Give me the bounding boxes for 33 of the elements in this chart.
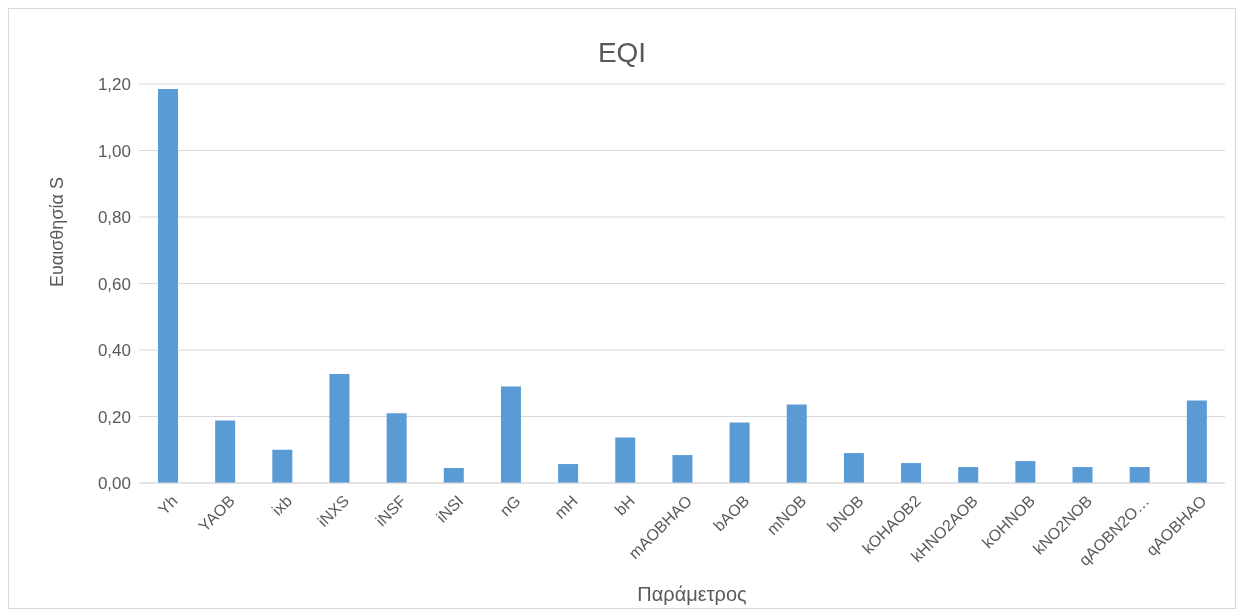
bar — [786, 404, 807, 483]
bar — [843, 453, 864, 483]
y-tick-label: 0,20 — [97, 407, 131, 427]
bar — [329, 373, 350, 483]
bar — [386, 413, 407, 483]
bar — [958, 467, 979, 483]
bar — [558, 464, 579, 483]
x-tick-label: nG — [496, 492, 524, 520]
bar — [1129, 467, 1150, 483]
y-tick-label: 1,20 — [97, 75, 131, 95]
x-tick-label: mH — [551, 492, 581, 522]
x-tick-label: Yh — [154, 492, 181, 519]
x-axis-title: Παράμετρος — [636, 583, 748, 606]
chart-title: EQI — [596, 37, 648, 69]
y-tick-label: 0,00 — [97, 474, 131, 494]
y-tick-label: 1,00 — [97, 141, 131, 161]
y-tick-label: 0,80 — [97, 208, 131, 228]
bar — [1072, 467, 1093, 483]
bar — [272, 449, 293, 483]
bar — [729, 422, 750, 483]
bar — [215, 420, 236, 483]
bar — [443, 468, 464, 483]
bar — [1015, 461, 1036, 483]
y-tick-label: 0,60 — [97, 274, 131, 294]
y-tick-label: 0,40 — [97, 341, 131, 361]
y-axis-title: Ευαισθησία S — [47, 177, 68, 287]
bar — [901, 463, 922, 483]
bar — [615, 437, 636, 483]
bar — [672, 455, 693, 483]
x-tick-label: ixb — [268, 492, 296, 519]
bar — [500, 386, 521, 483]
bar — [1186, 400, 1207, 483]
bar — [158, 88, 178, 483]
